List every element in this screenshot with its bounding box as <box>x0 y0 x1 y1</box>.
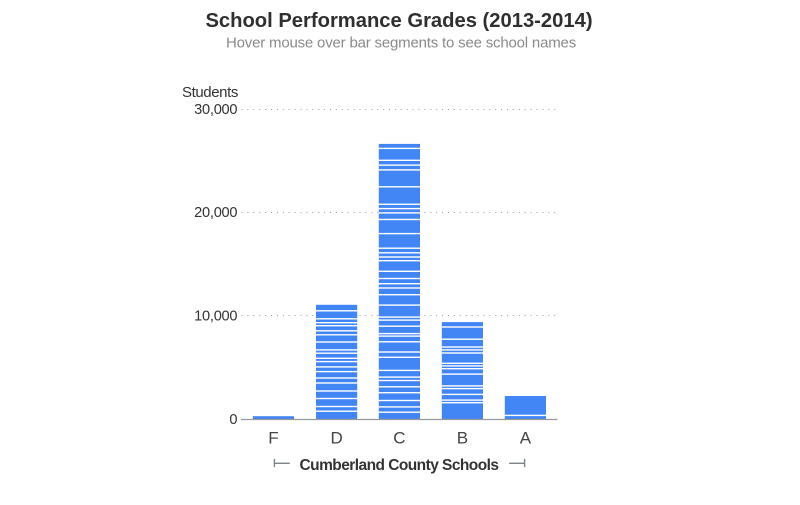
svg-text:30,000: 30,000 <box>194 102 237 118</box>
svg-text:0: 0 <box>229 412 237 428</box>
svg-text:20,000: 20,000 <box>194 205 237 221</box>
svg-text:F: F <box>268 428 278 447</box>
svg-text:10,000: 10,000 <box>194 308 237 324</box>
svg-text:D: D <box>330 428 342 447</box>
svg-text:B: B <box>457 428 468 447</box>
svg-text:Cumberland County Schools: Cumberland County Schools <box>300 457 499 474</box>
svg-text:C: C <box>393 428 405 447</box>
svg-text:Students: Students <box>182 84 238 101</box>
svg-text:School Performance Grades (201: School Performance Grades (2013-2014) <box>205 10 592 32</box>
svg-text:A: A <box>520 428 532 447</box>
svg-text:Hover mouse over bar segments: Hover mouse over bar segments to see sch… <box>226 34 576 51</box>
